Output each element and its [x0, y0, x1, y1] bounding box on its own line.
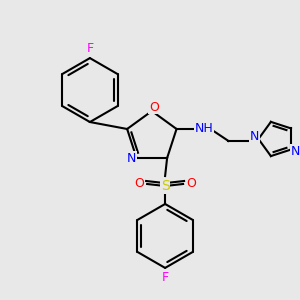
Text: O: O	[149, 100, 159, 113]
Text: O: O	[134, 178, 144, 190]
Text: O: O	[186, 178, 196, 190]
Text: N: N	[250, 130, 259, 143]
Text: F: F	[161, 272, 169, 284]
Text: O: O	[149, 100, 159, 113]
Text: N: N	[290, 145, 300, 158]
Text: O: O	[186, 178, 196, 190]
Text: F: F	[86, 42, 94, 55]
Text: NH: NH	[194, 122, 213, 136]
Text: NH: NH	[194, 122, 213, 136]
Text: N: N	[250, 130, 259, 143]
Text: N: N	[127, 152, 136, 164]
Text: S: S	[161, 179, 170, 193]
Text: F: F	[86, 42, 94, 55]
Text: N: N	[290, 145, 300, 158]
Text: S: S	[161, 179, 170, 193]
Text: N: N	[127, 152, 136, 164]
Text: F: F	[161, 272, 169, 284]
Text: O: O	[134, 178, 144, 190]
